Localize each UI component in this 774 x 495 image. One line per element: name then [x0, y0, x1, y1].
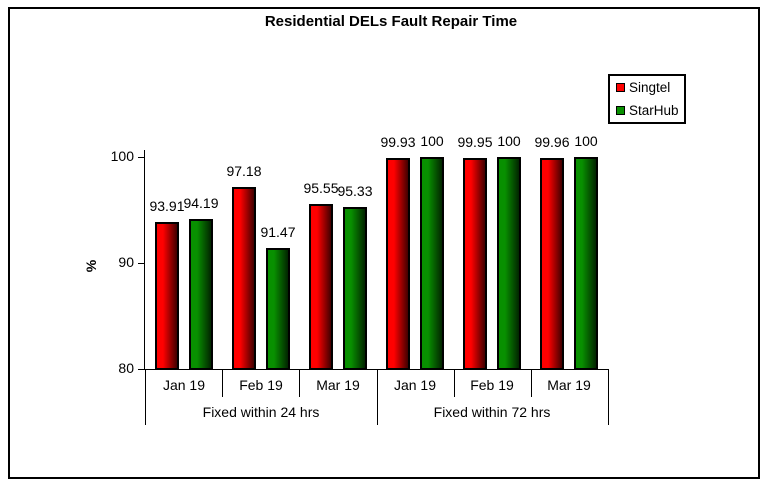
bar-value-label: 95.55: [303, 180, 339, 196]
group-label: Fixed within 72 hrs: [433, 404, 551, 420]
x-axis-group-separator: [145, 369, 146, 425]
legend-label-starhub: StarHub: [629, 103, 679, 118]
bar-value-label: 97.18: [226, 163, 262, 179]
x-axis-month-separator: [531, 369, 532, 397]
bar-singtel: [309, 204, 333, 370]
bar-starhub: [266, 248, 290, 370]
bar-starhub: [189, 219, 213, 370]
bar-starhub: [574, 157, 598, 370]
bar-singtel: [232, 187, 256, 370]
bar-starhub: [497, 157, 521, 370]
bar-starhub: [343, 207, 367, 370]
y-axis-tick: [138, 263, 145, 264]
bar-singtel: [540, 158, 564, 370]
month-label: Jan 19: [393, 377, 437, 393]
y-axis-tick: [138, 369, 145, 370]
starhub-swatch: [616, 106, 625, 115]
bar-value-label: 99.95: [457, 134, 493, 150]
bar-singtel: [155, 222, 179, 370]
bar-value-label: 93.91: [149, 198, 185, 214]
y-axis-tick-label: 80: [118, 360, 134, 376]
chart-title: Residential DELs Fault Repair Time: [264, 13, 518, 30]
y-axis-line: [144, 150, 145, 369]
month-label: Mar 19: [547, 377, 591, 393]
bar-value-label: 91.47: [260, 224, 296, 240]
legend-item-starhub: StarHub: [616, 99, 684, 122]
legend: Singtel StarHub: [608, 74, 686, 124]
x-axis-month-separator: [299, 369, 300, 397]
bar-value-label: 100: [420, 133, 444, 149]
month-label: Jan 19: [162, 377, 206, 393]
x-axis-group-separator: [608, 369, 609, 425]
bar-value-label: 99.96: [534, 134, 570, 150]
legend-item-singtel: Singtel: [616, 76, 684, 99]
bar-value-label: 100: [497, 133, 521, 149]
legend-label-singtel: Singtel: [629, 80, 671, 95]
x-axis-group-separator: [377, 369, 378, 425]
y-axis-tick-label: 100: [110, 148, 134, 164]
bar-value-label: 99.93: [380, 134, 416, 150]
bar-starhub: [420, 157, 444, 370]
bar-value-label: 100: [574, 133, 598, 149]
group-label: Fixed within 24 hrs: [202, 404, 320, 420]
x-axis-month-separator: [222, 369, 223, 397]
bar-value-label: 95.33: [337, 183, 373, 199]
singtel-swatch: [616, 83, 625, 92]
bar-value-label: 94.19: [183, 195, 219, 211]
bar-singtel: [463, 158, 487, 370]
month-label: Feb 19: [239, 377, 283, 393]
bar-singtel: [386, 158, 410, 370]
x-axis-month-separator: [454, 369, 455, 397]
y-axis-tick-label: 90: [118, 254, 134, 270]
month-label: Mar 19: [316, 377, 360, 393]
y-axis-tick: [138, 157, 145, 158]
x-axis-line: [144, 369, 609, 370]
month-label: Feb 19: [470, 377, 514, 393]
